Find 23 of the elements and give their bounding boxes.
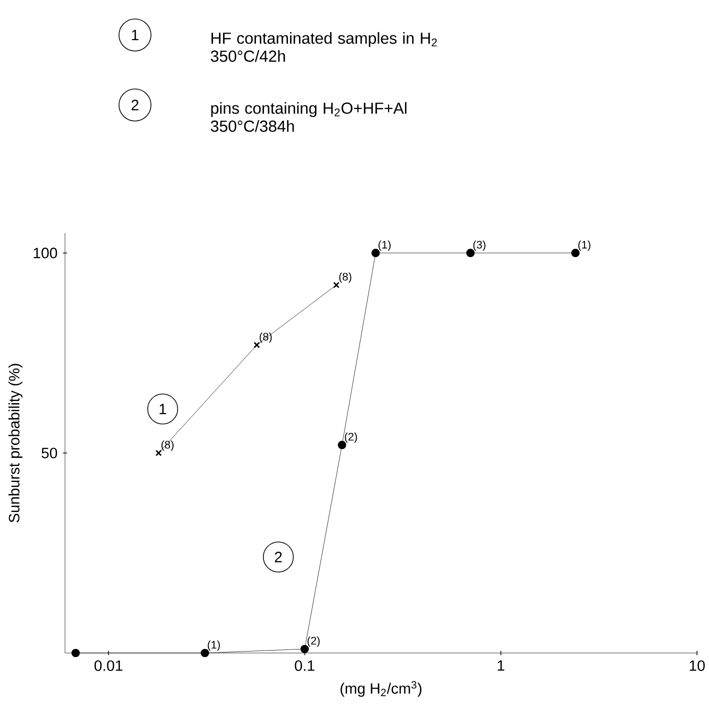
x-axis-title: (mg H$_{2}$/cm$^{3}$) — [340, 681, 422, 697]
annotation: 2 — [274, 552, 282, 562]
x-tick-label: 10 — [690, 660, 705, 671]
annotation: 1 — [160, 404, 166, 414]
annotation: (1) — [378, 240, 391, 251]
x-tick-label: 1 — [498, 660, 504, 671]
annotation: (2) — [308, 636, 320, 647]
y-tick-label: 100 — [34, 248, 58, 258]
y-tick-label: 50 — [42, 448, 58, 458]
text: HF contaminated samples in H$_{2}$ 350°C/42h — [210, 32, 437, 62]
annotation: (2) — [344, 432, 357, 443]
text: pins containing H$_{2}$O+HF+Al 350°C/384h — [210, 102, 406, 132]
x-tick-label: 0.1 — [294, 660, 314, 671]
annotation: (8) — [339, 272, 352, 283]
annotation: (8) — [161, 440, 174, 451]
text: 1 — [132, 30, 138, 40]
x-tick-label: 0.01 — [94, 660, 122, 671]
annotation: (8) — [260, 332, 272, 343]
annotation: (1) — [578, 240, 590, 251]
y-axis-title: Sunburst probability (%) — [8, 364, 22, 522]
annotation: (3) — [473, 240, 486, 251]
text: 2 — [132, 100, 138, 110]
annotation: (1) — [208, 640, 220, 651]
